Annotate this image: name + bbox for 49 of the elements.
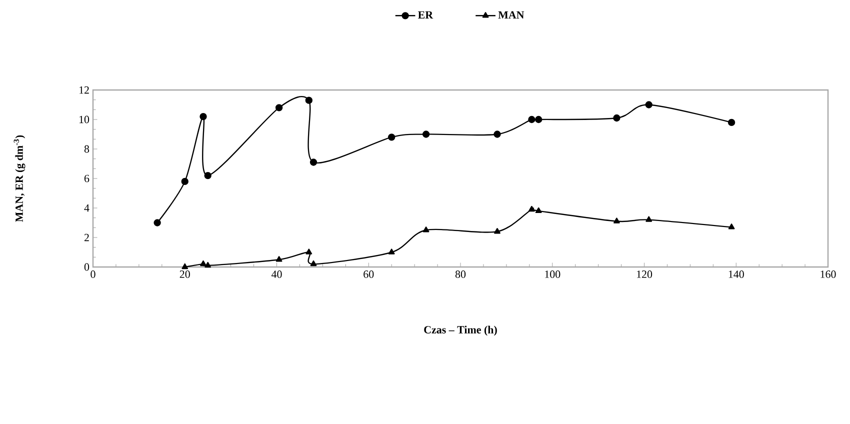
- point: [310, 260, 317, 266]
- x-tick-label: 120: [637, 270, 652, 278]
- point: [528, 206, 535, 212]
- y-tick-label: 10: [79, 116, 90, 124]
- y-tick-label: 12: [79, 86, 89, 94]
- point: [614, 218, 620, 224]
- x-tick-label: 20: [180, 270, 190, 278]
- y-axis-title: MAN, ER (g dm$^{-3}$): [14, 135, 26, 222]
- point: [154, 219, 161, 226]
- x-tick-label: 80: [455, 270, 466, 278]
- point: [204, 172, 212, 180]
- point: [200, 260, 206, 266]
- point: [528, 116, 536, 124]
- y-tick-label: 4: [84, 204, 90, 212]
- legend-label: MAN: [498, 11, 524, 19]
- point: [204, 262, 212, 268]
- x-tick-label: 60: [364, 270, 374, 278]
- point: [388, 134, 396, 141]
- x-tick-label: 140: [728, 270, 744, 278]
- y-tick-label: 6: [84, 174, 90, 182]
- x-tick-label: 100: [545, 270, 560, 278]
- x-tick-label: 40: [271, 270, 282, 278]
- y-tick-label: 0: [84, 263, 90, 271]
- point: [645, 101, 652, 108]
- point: [275, 104, 283, 112]
- point: [310, 158, 318, 166]
- y-tick-label: 2: [84, 234, 89, 242]
- point: [200, 112, 207, 120]
- point: [494, 228, 500, 234]
- x-axis-title: Czas – Time (h): [424, 326, 497, 336]
- point: [728, 224, 735, 230]
- point: [182, 263, 188, 270]
- point: [422, 226, 430, 232]
- point: [646, 216, 652, 222]
- point: [305, 96, 312, 104]
- point: [422, 130, 430, 138]
- point: [535, 116, 542, 124]
- point: [494, 130, 501, 138]
- point: [613, 114, 620, 122]
- point: [388, 248, 395, 254]
- point: [535, 207, 542, 214]
- point: [728, 118, 736, 126]
- x-tick-label: 160: [820, 270, 836, 278]
- x-tick-label: 0: [90, 270, 96, 278]
- point: [306, 248, 312, 254]
- y-tick-label: 8: [84, 145, 90, 153]
- point: [276, 256, 282, 262]
- legend-label: ER: [418, 11, 434, 18]
- point: [181, 178, 188, 186]
